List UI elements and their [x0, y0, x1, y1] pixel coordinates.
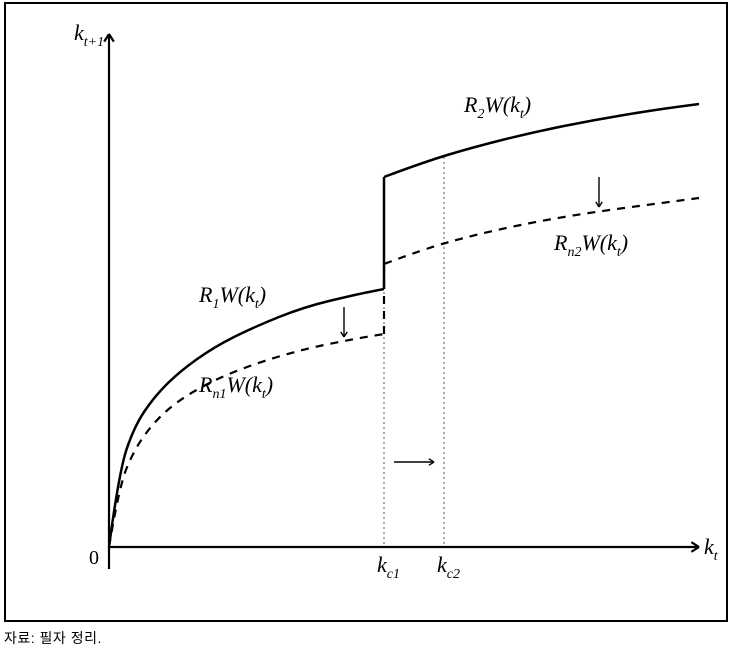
curve-solid-2 [384, 104, 699, 177]
curve-solid-0 [109, 289, 384, 547]
curve-label-3: Rn2W(kt) [553, 230, 628, 260]
y-axis-label: kt+1 [74, 20, 104, 50]
curve-dash-0 [109, 334, 384, 547]
curve-label-2: Rn1W(kt) [198, 372, 273, 402]
figure-frame: kt+1 kt 0 kc1 kc2 R1W(kt) R2W(kt) Rn1W(kt) Rn2W(… [0, 0, 734, 656]
curve-dash-2 [384, 198, 699, 264]
curve-label-1: R2W(kt) [463, 92, 531, 122]
chart-svg: kt+1 kt 0 kc1 kc2 R1W(kt) R2W(kt) Rn1W(kt) Rn2W(… [4, 2, 728, 622]
guide-label-kc2: kc2 [437, 552, 460, 582]
curve-label-0: R1W(kt) [198, 282, 266, 312]
guide-label-kc1: kc1 [377, 552, 400, 582]
caption: 자료: 필자 정리. [4, 628, 102, 648]
x-axis-label: kt [704, 534, 719, 564]
origin-label: 0 [89, 547, 99, 569]
